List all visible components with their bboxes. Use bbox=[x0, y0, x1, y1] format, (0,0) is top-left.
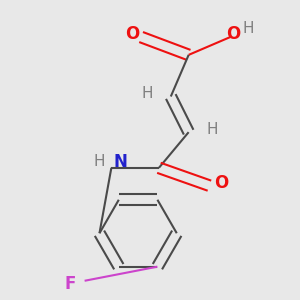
Text: O: O bbox=[226, 25, 240, 43]
Text: H: H bbox=[242, 21, 254, 36]
Text: F: F bbox=[64, 275, 75, 293]
Text: N: N bbox=[113, 153, 127, 171]
Text: H: H bbox=[141, 86, 153, 101]
Text: O: O bbox=[125, 25, 139, 43]
Text: H: H bbox=[94, 154, 105, 169]
Text: O: O bbox=[214, 174, 229, 192]
Text: H: H bbox=[207, 122, 218, 137]
